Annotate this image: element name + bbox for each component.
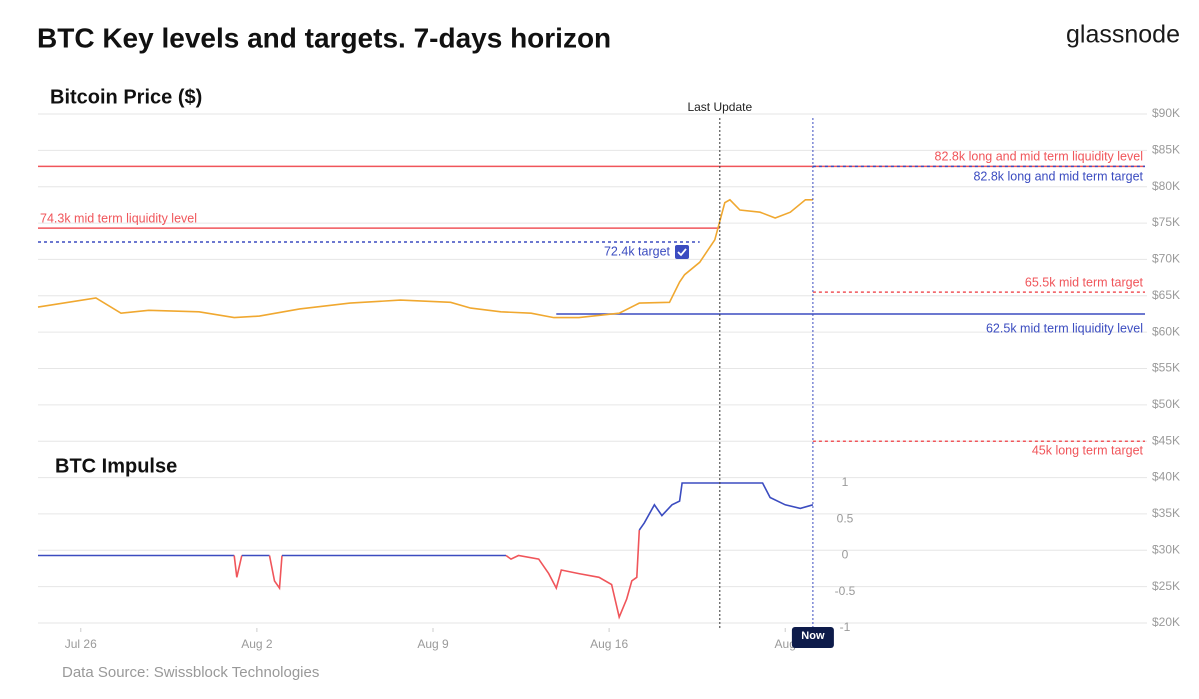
y2-tick-label: 0.5 xyxy=(837,511,854,525)
y-tick-label: $25K xyxy=(1152,579,1180,593)
y-tick-label: $20K xyxy=(1152,615,1180,629)
y2-tick-label: 0 xyxy=(842,548,849,562)
y-tick-label: $40K xyxy=(1152,470,1180,484)
marker-badge xyxy=(791,627,834,648)
panel-title: Bitcoin Price ($) xyxy=(50,86,202,108)
x-tick-label: Jul 26 xyxy=(65,637,97,651)
level-label: 82.8k long and mid term liquidity level xyxy=(935,150,1143,164)
y-tick-label: $65K xyxy=(1152,288,1180,302)
y-tick-label: $55K xyxy=(1152,361,1180,375)
data-line xyxy=(37,198,813,319)
y2-tick-label: -1 xyxy=(840,620,851,634)
x-tick-label: Aug 2 xyxy=(241,637,273,651)
y-tick-label: $45K xyxy=(1152,433,1180,447)
y-tick-label: $30K xyxy=(1152,542,1180,556)
check-box xyxy=(675,244,689,259)
level-label: 74.3k mid term liquidity level xyxy=(40,211,197,225)
check-icon xyxy=(677,248,687,257)
y-tick-label: $50K xyxy=(1152,397,1180,411)
data-line xyxy=(638,482,814,531)
level-label: 45k long term target xyxy=(1032,444,1144,458)
brand-logo: glassnode xyxy=(1066,21,1180,49)
y-tick-label: $80K xyxy=(1152,179,1180,193)
y-tick-label: $60K xyxy=(1152,324,1180,338)
marker-label: Now xyxy=(801,630,825,642)
data-line xyxy=(233,555,243,578)
x-tick-label: Aug 16 xyxy=(590,637,628,651)
level-label: 72.4k target xyxy=(604,244,671,258)
marker-label: Last Update xyxy=(687,100,752,114)
y-tick-label: $70K xyxy=(1152,252,1180,266)
y-tick-label: $75K xyxy=(1152,215,1180,229)
data-source: Data Source: Swissblock Technologies xyxy=(62,664,319,681)
level-label: 62.5k mid term liquidity level xyxy=(986,321,1143,335)
y2-tick-label: 1 xyxy=(842,475,849,489)
y2-tick-label: -0.5 xyxy=(835,584,856,598)
data-line xyxy=(505,530,641,620)
level-label: 82.8k long and mid term target xyxy=(973,170,1143,184)
panel-title: BTC Impulse xyxy=(55,455,177,477)
x-tick-label: Aug xyxy=(775,637,796,651)
plot-area: $90K $85K $80K $75K $70K $65K $60K $55K $50K $45K… xyxy=(37,100,1180,651)
y-tick-label: $35K xyxy=(1152,506,1180,520)
data-line xyxy=(268,555,283,591)
y-tick-label: $85K xyxy=(1152,143,1180,157)
y-tick-label: $90K xyxy=(1152,106,1180,120)
level-label: 65.5k mid term target xyxy=(1025,275,1144,289)
x-tick-label: Aug 9 xyxy=(417,637,449,651)
page-title: BTC Key levels and targets. 7-days horiz… xyxy=(37,22,611,53)
